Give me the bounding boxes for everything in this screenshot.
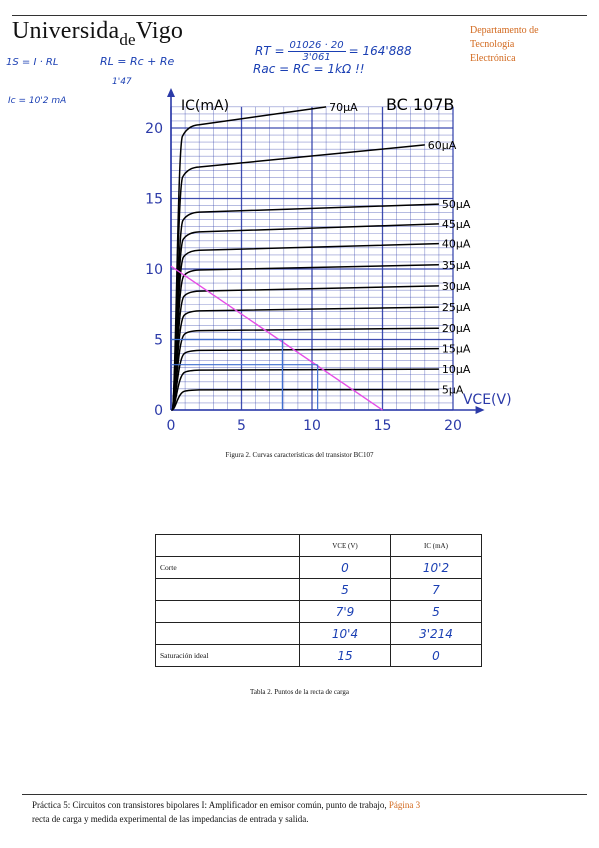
load-line <box>170 265 383 411</box>
formula-lhs: RT = <box>255 44 285 58</box>
ic-value: 7 <box>390 578 482 601</box>
vce-value: 0 <box>299 556 391 579</box>
table-row: 5 7 <box>155 578 482 601</box>
handwritten-note: RL = Rc + Re <box>100 55 175 68</box>
table-header-row: VCE (V) IC (mA) <box>155 534 482 557</box>
table-caption: Tabla 2. Puntos de la recta de carga <box>250 688 349 696</box>
row-label: Saturación ideal <box>155 644 300 667</box>
ic-vce-curve <box>170 306 439 411</box>
table-header-cell <box>155 534 300 557</box>
row-label <box>155 600 300 623</box>
vce-value: 15 <box>299 644 391 667</box>
series-label: 50μA <box>442 198 471 211</box>
series-label: 20μA <box>442 322 471 335</box>
formula-rhs: = 164'888 <box>348 44 412 58</box>
ic-vce-curve <box>170 368 439 411</box>
vce-value: 7'9 <box>299 600 391 623</box>
y-axis-label: IC(mA) <box>181 98 229 114</box>
footer-text: Práctica 5: Circuitos con transistores b… <box>32 800 387 810</box>
row-label <box>155 578 300 601</box>
series-label: 10μA <box>442 363 471 376</box>
formula-fraction: 01026 · 20 3'061 <box>287 40 346 63</box>
table-header-ic: IC (mA) <box>390 534 482 557</box>
department-line: Electrónica <box>470 53 516 64</box>
series-label: 5μA <box>442 384 464 397</box>
y-tick-label: 5 <box>154 333 163 349</box>
figure-caption: Figura 2. Curvas características del tra… <box>225 451 374 459</box>
department-name: Departamento de Tecnología Electrónica <box>470 24 539 66</box>
formula-numerator: 01026 · 20 <box>287 40 346 52</box>
ic-vce-curve <box>171 388 439 411</box>
y-tick-label: 10 <box>145 262 163 278</box>
y-tick-label: 0 <box>154 403 163 419</box>
x-tick-label: 20 <box>444 418 462 434</box>
university-logo: UniversidadeVigo <box>12 18 184 49</box>
department-line: Departamento de <box>470 25 539 36</box>
table-row: 10'4 3'214 <box>155 622 482 645</box>
y-axis-arrow <box>167 88 175 97</box>
load-line-table: VCE (V) IC (mA) Corte 0 10'2 5 7 7'9 5 1… <box>155 534 482 667</box>
row-label: Corte <box>155 556 300 579</box>
vce-value: 5 <box>299 578 391 601</box>
x-tick-label: 15 <box>374 418 392 434</box>
page-footer: Práctica 5: Circuitos con transistores b… <box>32 798 587 826</box>
header-rule <box>12 15 587 16</box>
series-label: 15μA <box>442 343 471 356</box>
handwritten-formula: RT = 01026 · 20 3'061 = 164'888 <box>255 40 412 63</box>
series-label: 45μA <box>442 218 471 231</box>
handwritten-note: 1S = I · RL <box>6 57 59 68</box>
series-label: 30μA <box>442 280 471 293</box>
logo-de: de <box>119 30 136 49</box>
x-tick-label: 5 <box>237 418 246 434</box>
footer-rule <box>22 794 587 795</box>
formula-denominator: 3'061 <box>302 52 331 63</box>
x-tick-label: 10 <box>303 418 321 434</box>
handwritten-note: Rac = RC = 1kΩ !! <box>253 62 365 76</box>
table-row: Corte 0 10'2 <box>155 556 482 579</box>
table-row: Saturación ideal 15 0 <box>155 644 482 667</box>
ic-value: 10'2 <box>390 556 482 579</box>
series-label: 25μA <box>442 301 471 314</box>
table-row: 7'9 5 <box>155 600 482 623</box>
ic-vce-curve <box>170 347 439 411</box>
page-number: Página 3 <box>388 800 421 810</box>
logo-end: Vigo <box>135 18 184 44</box>
vce-value: 10'4 <box>299 622 391 645</box>
handwritten-note: 1'47 <box>112 77 132 87</box>
x-tick-label: 0 <box>167 418 176 434</box>
x-axis-arrow <box>475 406 485 414</box>
ic-value: 5 <box>390 600 482 623</box>
chart-title: BC 107B <box>386 95 454 114</box>
ic-value: 0 <box>390 644 482 667</box>
footer-text: recta de carga y medida experimental de … <box>32 814 309 824</box>
logo-main: Universida <box>12 18 120 44</box>
series-label: 70μA <box>329 101 358 114</box>
handwritten-note: Ic = 10'2 mA <box>8 96 67 106</box>
department-line: Tecnología <box>470 39 515 50</box>
y-tick-label: 20 <box>145 121 163 137</box>
series-label: 60μA <box>428 139 457 152</box>
ic-value: 3'214 <box>390 622 482 645</box>
row-label <box>155 622 300 645</box>
table-header-vce: VCE (V) <box>299 534 391 557</box>
series-label: 40μA <box>442 238 471 251</box>
series-label: 35μA <box>442 259 471 272</box>
x-axis-label: VCE(V) <box>463 392 512 408</box>
y-tick-label: 15 <box>145 192 163 208</box>
